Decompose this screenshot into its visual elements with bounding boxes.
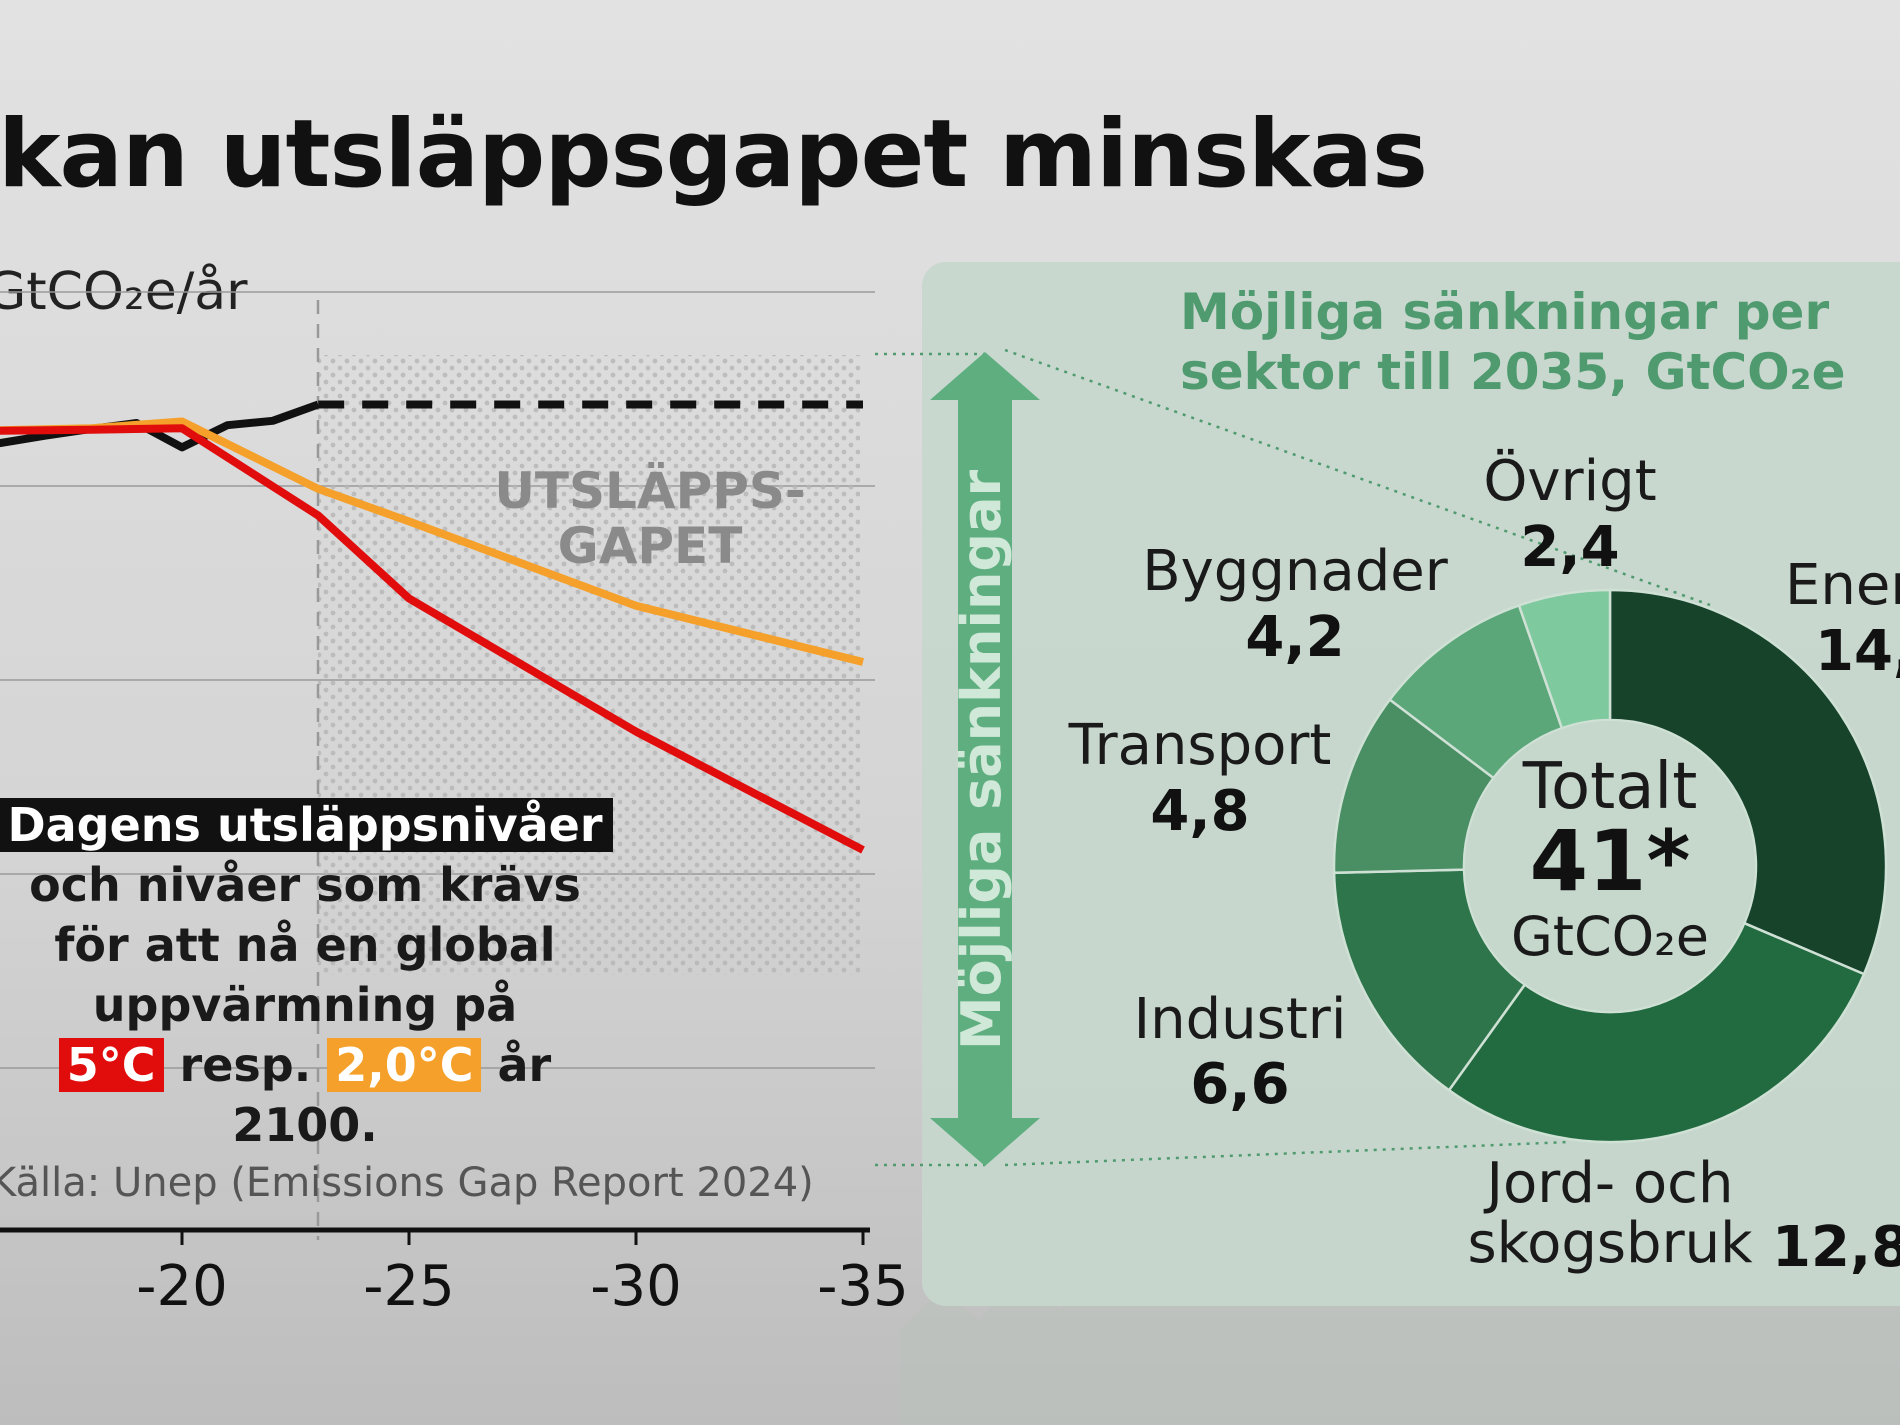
sector-value-ovrigt: 2,4 [1520,515,1620,580]
sector-label-energi: Ener [1785,553,1900,618]
sector-value-industri: 6,6 [1190,1052,1290,1117]
gap-label-line-2: GAPET [558,517,743,575]
emissions-gap-area [318,355,860,975]
sector-value-jord-skogsbruk: 12,8 [1772,1215,1900,1280]
page-title: kan utsläppsgapet minskas [0,100,1428,209]
panel-title-line-1: Möjliga sänkningar per [1180,283,1830,341]
donut-center-total: 41* [1530,812,1691,910]
legend-current-levels: Dagens utsläppsnivåer [0,798,613,852]
sector-label-industri: Industri [1133,987,1347,1052]
sector-value-byggnader: 4,2 [1245,605,1345,670]
sector-label-ovrigt: Övrigt [1483,449,1657,514]
x-tick-label: -25 [363,1254,454,1319]
sector-label-byggnader: Byggnader [1142,539,1448,604]
reductions-arrow [930,352,1040,1166]
gap-label-line-1: UTSLÄPPS- [494,462,805,520]
legend-line-2: och nivåer som krävs [29,858,581,912]
legend-line-3: för att nå en global [54,918,556,972]
sector-panel-title: Möjliga sänkningar per sektor till 2035,… [1180,282,1900,402]
donut-center-unit: GtCO₂e [1511,905,1709,968]
legend-15-degree: 5°C [58,1038,164,1092]
x-tick-label: -20 [136,1254,227,1319]
x-tick-label: -30 [590,1254,681,1319]
sector-value-transport: 4,8 [1150,779,1250,844]
legend-line-4: uppvärmning på [92,978,518,1032]
sector-value-energi: 14, [1815,619,1900,684]
donut-slice-1 [1447,921,1866,1144]
series-line-3 [0,424,865,854]
legend-20-degree: 2,0°C [327,1038,482,1092]
chart-legend: Dagens utsläppsnivåer och nivåer som krä… [0,795,630,1155]
x-tick-label: -35 [817,1254,908,1319]
legend-resp: resp. [179,1038,312,1092]
donut-slice-5 [1517,588,1612,730]
donut-hole [1465,721,1755,1011]
sector-label-transport: Transport [1068,713,1332,778]
sector-label-jord-skogsbruk-text: Jord- och skogsbruk [1467,1151,1753,1276]
legend-year: år 2100. [232,1038,552,1152]
source-note: Källa: Unep (Emissions Gap Report 2024) [0,1160,814,1206]
donut-slice-2 [1332,868,1527,1092]
donut-slice-0 [1608,588,1888,976]
donut-center-label: Totalt [1522,750,1698,824]
reductions-arrow-label: Möjliga sänkningar [950,469,1013,1050]
panel-title-line-2: sektor till 2035, GtCO₂e [1180,343,1846,401]
sector-label-jord-skogsbruk: Jord- och skogsbruk [1450,1154,1770,1274]
